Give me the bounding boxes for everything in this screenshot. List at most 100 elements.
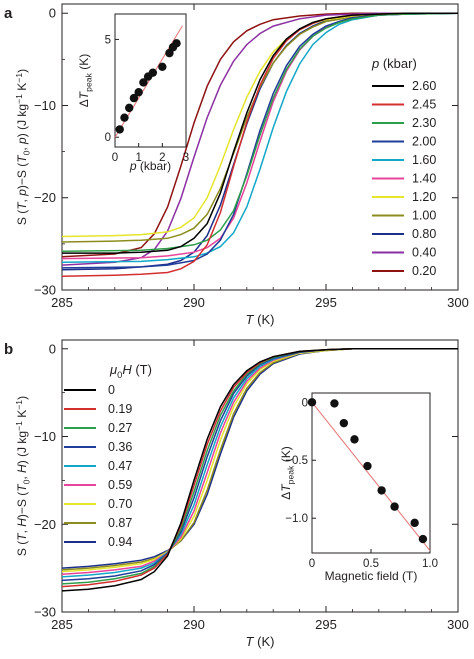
y-axis-label-part: T [15, 483, 29, 492]
y-axis-label-part: , [15, 473, 29, 480]
legend-label: 1.00 [412, 209, 436, 223]
legend-title-part: p [371, 56, 379, 71]
inset-x-tick-label: 0 [112, 152, 118, 164]
legend-title-part: H [122, 362, 132, 377]
legend-label: 1.40 [412, 172, 436, 186]
inset-data-point [377, 486, 386, 495]
x-tick-label: 290 [183, 617, 205, 632]
legend-label: 0.70 [108, 497, 132, 511]
y-axis-label-part: S ( [15, 210, 29, 225]
y-tick-label: −30 [34, 605, 56, 620]
y-axis-label-part: )−S ( [15, 492, 29, 518]
y-axis-label-part: −1 [14, 94, 24, 104]
inset-y-axis-label-part: peak [286, 465, 296, 484]
y-tick-label: −10 [34, 429, 56, 444]
inset-x-tick-label: 0 [309, 558, 315, 570]
legend-title-part: μ [109, 362, 117, 377]
x-tick-label: 295 [315, 617, 337, 632]
x-tick-label: 290 [183, 295, 205, 310]
inset-data-point [158, 62, 167, 72]
y-axis-label-part: , [15, 144, 29, 151]
inset-data-point [172, 39, 181, 48]
inset: 0 1 2 3 0 5 p (kbar) ΔTpeak (K) [77, 13, 189, 173]
inset-data-point [410, 518, 419, 528]
inset-data-point [148, 68, 158, 77]
inset-x-axis-label-part: Magnetic field (T) [325, 569, 418, 583]
y-axis-label-part: −1 [14, 400, 24, 410]
inset-y-axis-label-part: (K) [279, 446, 293, 465]
inset-y-axis-label-part: Δ [77, 99, 91, 107]
panel-label: a [4, 5, 13, 22]
y-axis-label-part: )−S ( [15, 163, 29, 189]
inset-y-axis-label-part: (K) [77, 54, 91, 73]
inset-x-tick-label: 3 [183, 152, 189, 164]
legend: μ0H (T)00.190.270.360.470.590.700.870.94 [64, 362, 152, 549]
x-tick-label: 300 [447, 617, 469, 632]
x-tick-label: 285 [51, 617, 73, 632]
inset-data-point [115, 125, 124, 134]
y-tick-label: 0 [49, 6, 56, 21]
inset-x-axis-label: Magnetic field (T) [325, 569, 418, 583]
inset-y-tick-label: 0 [105, 132, 111, 144]
y-axis-label-part: , [15, 527, 29, 534]
inset-data-point [120, 113, 129, 122]
inset-y-axis-label-part: T [279, 483, 293, 492]
y-axis-label-part: T [15, 532, 29, 541]
inset-data-point [129, 93, 139, 103]
legend-label: 2.45 [412, 98, 436, 112]
series-group [62, 12, 458, 277]
y-axis-label-part: ) [15, 396, 29, 400]
legend-label: 0.80 [412, 227, 436, 241]
inset-data-point [339, 418, 349, 428]
y-axis-label-part: 0 [22, 150, 32, 155]
inset-y-axis-label-part: Δ [279, 492, 293, 500]
legend: p (kbar) 2.60 2.45 2.30 2.00 1.60 1.40 1.20 1.00… [371, 56, 436, 278]
y-axis-label-part: T [15, 201, 29, 210]
legend-title: μ0H (T) [109, 362, 152, 380]
plot-frame [61, 339, 459, 613]
series-line [62, 348, 458, 573]
series-line [62, 12, 458, 253]
y-axis-label: S (T, H)−S (T0, H) (J kg−1 K−1) [14, 396, 32, 556]
y-axis-label-part: p [15, 189, 29, 197]
legend-title-part: 0 [117, 370, 122, 380]
y-tick-label: −20 [34, 190, 56, 205]
legend-label: 2.30 [412, 116, 436, 130]
y-axis-label-part: ) (J kg [15, 431, 29, 464]
series-line [62, 348, 458, 592]
y-tick-label: −30 [34, 283, 56, 298]
y-tick-label: 0 [49, 341, 56, 356]
inset-x-axis-label: p (kbar) [129, 159, 171, 173]
plot-frame [61, 3, 459, 291]
inset-y-tick-label: 0 [302, 397, 308, 409]
x-axis-label-part: T [246, 634, 255, 649]
y-axis-label-part: K [15, 83, 29, 94]
legend-label: 1.20 [412, 190, 436, 204]
y-axis-label-part: S ( [15, 541, 29, 556]
inset-data-point [125, 103, 134, 113]
y-axis-label-part: −1 [14, 73, 24, 83]
legend-label: 0.47 [108, 459, 132, 473]
legend-title-part: (kbar) [379, 56, 417, 71]
legend-label: 0.87 [108, 516, 132, 530]
inset-y-axis-label-part: T [77, 90, 91, 99]
y-axis-label-part: 0 [22, 479, 32, 484]
legend-label: 0.40 [412, 246, 436, 260]
inset: 0 0.5 1.0 0 −0.5 −1.0 Magnetic field (T) ΔTpeak… [279, 392, 438, 583]
y-axis-label-part: K [15, 410, 29, 421]
inset-x-tick-label: 1.0 [422, 558, 438, 570]
x-axis-label-part: T [246, 312, 255, 327]
inset-x-axis-label-part: (kbar) [137, 159, 172, 173]
y-axis-label-part: H [15, 518, 29, 527]
legend-label: 0.27 [108, 421, 132, 435]
inset-x-tick-label: 1 [135, 152, 141, 164]
legend-label: 0 [108, 383, 115, 397]
y-tick-label: −20 [34, 517, 56, 532]
inset-data-point [307, 398, 317, 407]
y-axis-label: S (T, p)−S (T0, p) (J kg−1 K−1) [14, 69, 32, 225]
y-axis-label-part: ) (J kg [15, 104, 29, 137]
inset-data-point [134, 88, 143, 97]
